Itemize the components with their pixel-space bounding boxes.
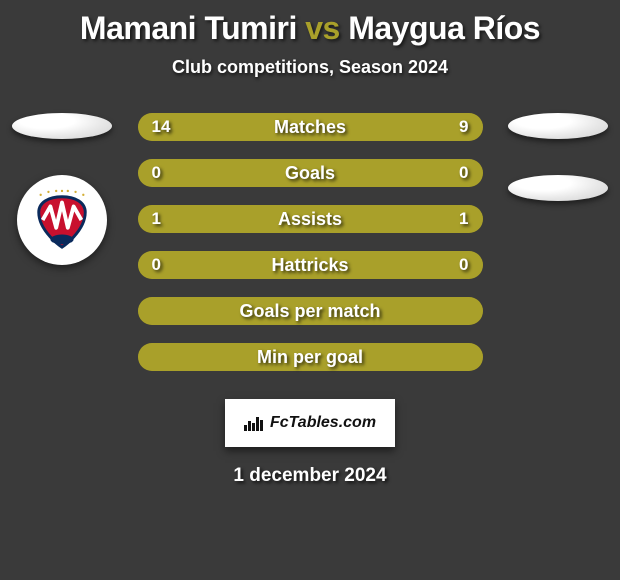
stat-row: 149Matches	[138, 113, 483, 141]
bar-fill-left	[138, 205, 311, 233]
club-badge-wilstermann	[17, 175, 107, 265]
bar-fill-left	[138, 251, 311, 279]
left-badge-column	[2, 113, 122, 265]
club-ellipse-icon	[508, 175, 608, 201]
subtitle: Club competitions, Season 2024	[0, 57, 620, 78]
bar-fill-right	[310, 159, 483, 187]
stat-value-left: 14	[152, 113, 171, 141]
bar-fill-right	[310, 205, 483, 233]
site-name: FcTables.com	[270, 414, 376, 432]
site-badge: FcTables.com	[225, 399, 395, 447]
footer-date: 1 december 2024	[0, 465, 620, 487]
comparison-card: Mamani Tumiri vs Maygua Ríos Club compet…	[0, 0, 620, 580]
stat-row: 11Assists	[138, 205, 483, 233]
stat-row: 00Goals	[138, 159, 483, 187]
stat-value-left: 1	[152, 205, 161, 233]
stat-bars: 149Matches00Goals11Assists00HattricksGoa…	[138, 113, 483, 371]
vs-label: vs	[305, 10, 340, 46]
right-badge-column	[498, 113, 618, 201]
page-title: Mamani Tumiri vs Maygua Ríos	[0, 0, 620, 47]
bars-icon	[244, 415, 264, 431]
stat-value-left: 0	[152, 251, 161, 279]
stat-value-right: 0	[459, 159, 468, 187]
bar-fill-left	[138, 159, 311, 187]
player2-name: Maygua Ríos	[348, 10, 540, 46]
bar-fill-left	[138, 297, 483, 325]
stat-row: Goals per match	[138, 297, 483, 325]
flag-ellipse-icon	[508, 113, 608, 139]
flag-ellipse-icon	[12, 113, 112, 139]
player1-name: Mamani Tumiri	[80, 10, 297, 46]
stat-row: 00Hattricks	[138, 251, 483, 279]
stat-row: Min per goal	[138, 343, 483, 371]
stat-value-right: 0	[459, 251, 468, 279]
stat-value-right: 1	[459, 205, 468, 233]
stat-value-left: 0	[152, 159, 161, 187]
content-area: 149Matches00Goals11Assists00HattricksGoa…	[0, 113, 620, 371]
stat-value-right: 9	[459, 113, 468, 141]
club-crest-icon	[31, 189, 93, 251]
bar-fill-right	[310, 251, 483, 279]
bar-fill-left	[138, 343, 483, 371]
